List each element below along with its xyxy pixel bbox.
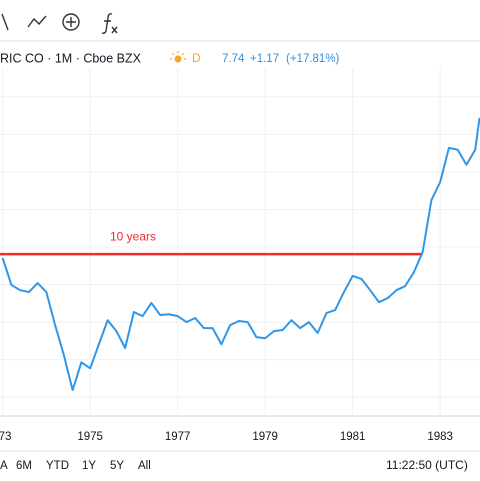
change: +1.17 [250,53,279,65]
price-line [1,117,480,392]
clock: 11:22:50 (UTC) [386,458,468,472]
range-button[interactable]: 1Y [82,460,96,472]
range-button[interactable]: All [138,460,151,472]
annotation-text: 10 years [110,229,156,243]
indicator-icon[interactable] [27,15,47,28]
price: 7.74 [222,53,245,65]
toolbar-icon[interactable] [1,13,9,31]
x-tick-label: 1977 [165,431,191,443]
sun-icon [170,51,186,63]
range-button[interactable]: 5Y [110,460,124,472]
change-pct: (+17.81%) [286,53,340,65]
range-button[interactable]: YTD [46,460,69,472]
toolbar [0,13,480,42]
range-button[interactable]: 6M [16,460,32,472]
grid [0,68,480,416]
compare-icon[interactable] [62,13,80,31]
x-tick-label: 73 [0,431,11,443]
compare-plus [66,17,76,27]
x-tick-label: 1981 [340,431,366,443]
fx-icon[interactable] [101,13,113,34]
badge: D [192,51,201,65]
x-tick-label: 1979 [252,431,278,443]
x-tick-label: 1983 [427,431,453,443]
symbol: RIC CO · 1M · Cboe BZX [0,51,142,65]
x-tick-label: 1975 [77,431,103,443]
range-button[interactable]: A [0,460,8,472]
fx-sub [111,26,118,34]
